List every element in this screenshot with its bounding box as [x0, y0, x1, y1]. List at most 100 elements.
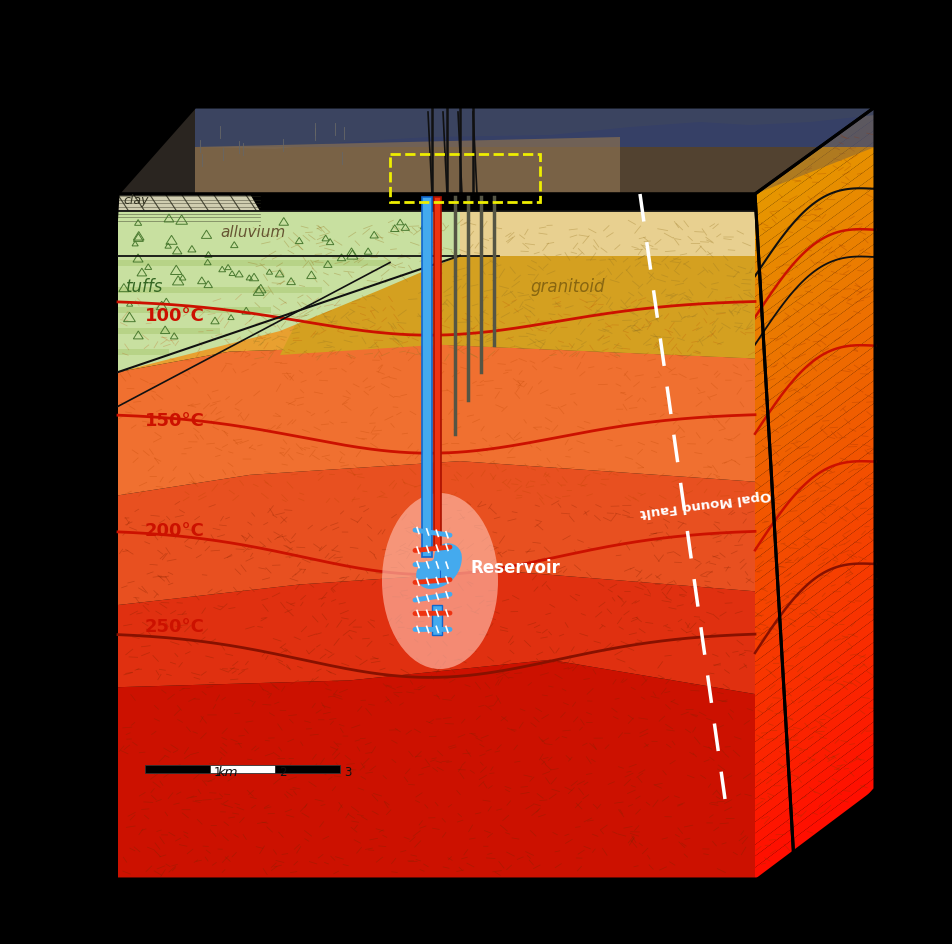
- Polygon shape: [755, 619, 875, 719]
- Polygon shape: [755, 119, 875, 218]
- Polygon shape: [195, 148, 875, 194]
- Text: 1: 1: [214, 765, 222, 778]
- Polygon shape: [755, 414, 875, 514]
- Polygon shape: [755, 153, 875, 252]
- Text: tuffs: tuffs: [126, 278, 164, 296]
- Polygon shape: [755, 312, 875, 412]
- Polygon shape: [755, 164, 875, 263]
- Polygon shape: [755, 211, 875, 309]
- Polygon shape: [755, 460, 875, 560]
- Polygon shape: [118, 660, 755, 879]
- Polygon shape: [755, 699, 875, 800]
- Polygon shape: [755, 721, 875, 822]
- Polygon shape: [755, 539, 875, 640]
- Polygon shape: [118, 308, 271, 314]
- Polygon shape: [118, 571, 755, 695]
- Polygon shape: [755, 494, 875, 594]
- Polygon shape: [755, 233, 875, 331]
- Text: 250°C: 250°C: [145, 616, 205, 635]
- Text: 2: 2: [279, 765, 287, 778]
- Polygon shape: [755, 392, 875, 491]
- Polygon shape: [755, 324, 875, 423]
- Polygon shape: [755, 278, 875, 378]
- FancyBboxPatch shape: [432, 605, 442, 635]
- Polygon shape: [118, 261, 390, 266]
- Polygon shape: [755, 516, 875, 616]
- Polygon shape: [118, 329, 220, 334]
- Text: Opal Mound Fault: Opal Mound Fault: [639, 488, 772, 519]
- Polygon shape: [755, 596, 875, 697]
- Polygon shape: [755, 358, 875, 457]
- Polygon shape: [755, 267, 875, 366]
- Polygon shape: [755, 642, 875, 742]
- Polygon shape: [755, 767, 875, 868]
- Polygon shape: [755, 687, 875, 788]
- Polygon shape: [755, 755, 875, 856]
- Polygon shape: [755, 665, 875, 765]
- Text: 200°C: 200°C: [145, 521, 205, 539]
- Polygon shape: [280, 257, 755, 359]
- Polygon shape: [755, 505, 875, 605]
- Polygon shape: [755, 244, 875, 343]
- Polygon shape: [118, 346, 755, 496]
- Text: km: km: [218, 765, 239, 778]
- Text: 3: 3: [344, 765, 351, 778]
- Polygon shape: [145, 765, 210, 773]
- Polygon shape: [755, 130, 875, 229]
- Polygon shape: [755, 710, 875, 811]
- Polygon shape: [755, 471, 875, 571]
- Polygon shape: [755, 528, 875, 628]
- Polygon shape: [755, 778, 875, 879]
- FancyBboxPatch shape: [422, 198, 432, 558]
- Polygon shape: [755, 142, 875, 241]
- Polygon shape: [755, 176, 875, 275]
- Polygon shape: [755, 369, 875, 468]
- Polygon shape: [755, 403, 875, 503]
- Polygon shape: [755, 380, 875, 480]
- Polygon shape: [755, 733, 875, 834]
- Polygon shape: [118, 211, 755, 257]
- Polygon shape: [195, 138, 620, 194]
- Polygon shape: [755, 448, 875, 548]
- Polygon shape: [755, 256, 875, 354]
- Polygon shape: [755, 562, 875, 663]
- Polygon shape: [755, 744, 875, 845]
- Polygon shape: [755, 584, 875, 685]
- Polygon shape: [118, 194, 260, 211]
- Polygon shape: [118, 257, 755, 373]
- Polygon shape: [755, 437, 875, 537]
- Polygon shape: [755, 346, 875, 446]
- Polygon shape: [195, 108, 875, 150]
- Polygon shape: [755, 108, 875, 206]
- Polygon shape: [755, 573, 875, 674]
- Text: alluvium: alluvium: [220, 225, 286, 240]
- Polygon shape: [118, 108, 875, 194]
- Polygon shape: [755, 290, 875, 389]
- Polygon shape: [118, 349, 169, 355]
- Polygon shape: [118, 462, 755, 605]
- Polygon shape: [118, 288, 323, 294]
- Polygon shape: [195, 108, 875, 148]
- Polygon shape: [755, 426, 875, 526]
- FancyBboxPatch shape: [434, 198, 441, 548]
- Polygon shape: [755, 482, 875, 582]
- Polygon shape: [755, 187, 875, 286]
- Polygon shape: [755, 653, 875, 753]
- Polygon shape: [118, 211, 460, 373]
- Polygon shape: [755, 199, 875, 297]
- Polygon shape: [755, 222, 875, 320]
- Polygon shape: [755, 301, 875, 400]
- Polygon shape: [210, 765, 275, 773]
- Text: granitoid: granitoid: [530, 278, 605, 296]
- Text: Reservoir: Reservoir: [470, 559, 560, 577]
- Polygon shape: [275, 765, 340, 773]
- Text: 100°C: 100°C: [145, 307, 205, 325]
- Polygon shape: [755, 335, 875, 434]
- Polygon shape: [755, 608, 875, 708]
- Polygon shape: [755, 676, 875, 776]
- Text: 150°C: 150°C: [145, 412, 205, 430]
- Polygon shape: [755, 550, 875, 651]
- Ellipse shape: [382, 494, 498, 669]
- Text: clay: clay: [123, 194, 149, 207]
- Polygon shape: [755, 631, 875, 731]
